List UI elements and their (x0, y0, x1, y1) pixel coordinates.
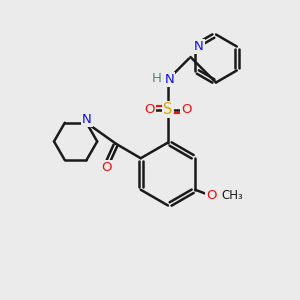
Text: O: O (206, 189, 217, 202)
Text: O: O (181, 103, 192, 116)
Text: N: N (82, 112, 92, 126)
Text: O: O (101, 161, 112, 174)
Text: CH₃: CH₃ (221, 189, 243, 202)
Text: H: H (152, 71, 161, 85)
Text: N: N (194, 40, 204, 53)
Text: S: S (163, 102, 173, 117)
Text: N: N (165, 73, 174, 86)
Text: O: O (144, 103, 155, 116)
